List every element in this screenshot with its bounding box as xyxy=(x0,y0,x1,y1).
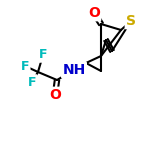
Text: O: O xyxy=(49,88,61,102)
Text: F: F xyxy=(28,76,36,88)
Text: O: O xyxy=(88,6,100,20)
Text: F: F xyxy=(21,59,29,72)
Text: F: F xyxy=(39,48,47,61)
Text: NH: NH xyxy=(62,63,86,77)
Text: S: S xyxy=(126,14,136,28)
